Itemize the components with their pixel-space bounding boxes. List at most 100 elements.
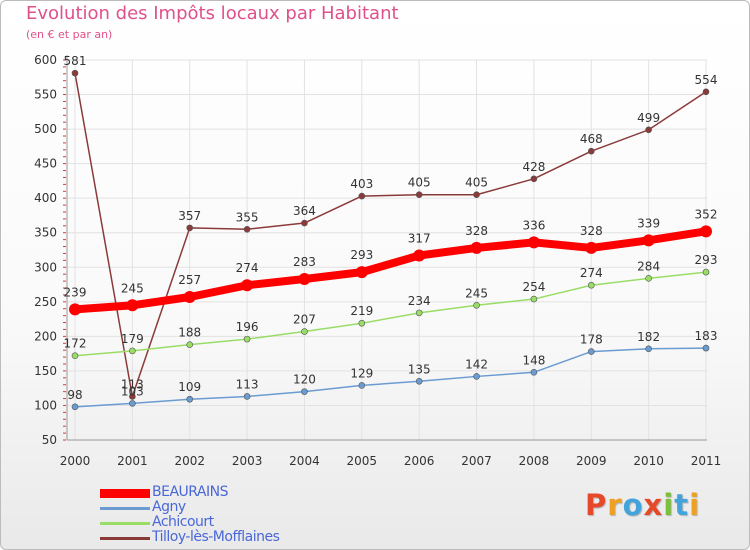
- y-tick-label: 150: [34, 364, 57, 378]
- data-point-achicourt: [71, 352, 79, 360]
- data-label-agny: 120: [293, 373, 316, 387]
- data-point-tilloy: [186, 224, 194, 232]
- series-line-beaurains: [71, 227, 710, 314]
- y-tick-label: 100: [34, 398, 57, 412]
- data-label-achicourt: 274: [580, 266, 603, 280]
- data-point-agny: [243, 393, 251, 400]
- data-label-achicourt: 179: [121, 332, 144, 346]
- y-tick-label: 300: [34, 260, 57, 274]
- data-label-agny: 135: [408, 362, 431, 376]
- y-tick-label: 400: [34, 191, 57, 205]
- data-point-agny: [186, 395, 194, 403]
- data-label-achicourt: 293: [695, 253, 718, 267]
- logo-letter: P: [585, 488, 608, 522]
- series-line-agny: [74, 347, 707, 408]
- data-point-agny: [358, 382, 366, 389]
- x-tick-label: 2009: [576, 454, 607, 468]
- logo-letter: x: [643, 488, 664, 522]
- data-label-agny: 182: [637, 330, 660, 344]
- data-label-agny: 109: [178, 380, 201, 394]
- logo-letter: o: [622, 488, 644, 522]
- data-point-achicourt: [243, 335, 251, 343]
- data-label-agny: 103: [121, 384, 144, 398]
- data-label-beaurains: 317: [408, 232, 431, 246]
- data-point-agny: [530, 368, 538, 376]
- legend-swatch-achicourt: [100, 522, 150, 525]
- data-point-beaurains: [69, 303, 81, 316]
- data-point-agny: [645, 345, 652, 353]
- legend-swatch-agny: [100, 507, 150, 510]
- series-line-achicourt: [74, 271, 707, 357]
- y-tick-label: 550: [34, 88, 57, 102]
- data-label-tilloy: 403: [350, 177, 373, 191]
- data-label-tilloy: 357: [178, 209, 201, 223]
- data-point-tilloy: [358, 192, 366, 200]
- y-tick-label: 500: [34, 122, 57, 136]
- data-label-achicourt: 245: [465, 286, 488, 300]
- data-label-achicourt: 172: [64, 337, 87, 351]
- data-label-achicourt: 196: [236, 320, 259, 334]
- data-label-tilloy: 581: [64, 54, 87, 68]
- data-label-agny: 98: [67, 388, 82, 402]
- logo-letter: t: [674, 488, 690, 522]
- series-line-tilloy: [74, 72, 707, 398]
- x-tick-label: 2005: [347, 454, 378, 468]
- data-label-tilloy: 364: [293, 204, 316, 218]
- chart-title: Evolution des Impôts locaux par Habitant: [26, 3, 399, 24]
- data-point-beaurains: [413, 249, 426, 262]
- x-tick-label: 2000: [60, 454, 91, 468]
- data-label-tilloy: 405: [465, 176, 488, 190]
- data-point-achicourt: [358, 319, 366, 327]
- x-tick-label: 2008: [519, 454, 550, 468]
- data-label-agny: 178: [580, 333, 603, 347]
- data-point-tilloy: [702, 88, 710, 96]
- data-point-achicourt: [702, 268, 710, 276]
- data-label-achicourt: 254: [522, 280, 545, 294]
- legend-label-achicourt: Achicourt: [152, 514, 214, 530]
- x-tick-label: 2006: [404, 454, 435, 468]
- data-label-beaurains: 257: [178, 273, 201, 287]
- data-label-agny: 183: [695, 329, 718, 343]
- data-label-beaurains: 245: [121, 281, 144, 295]
- data-point-tilloy: [530, 175, 538, 183]
- data-point-agny: [301, 388, 308, 395]
- data-point-tilloy: [645, 126, 652, 134]
- logo-letter: r: [607, 488, 623, 522]
- data-point-tilloy: [473, 191, 480, 199]
- data-label-agny: 148: [522, 353, 545, 367]
- x-tick-label: 2007: [461, 454, 492, 468]
- data-label-achicourt: 207: [293, 313, 316, 327]
- y-tick-label: 450: [34, 157, 57, 171]
- data-point-achicourt: [301, 328, 308, 335]
- data-label-agny: 129: [350, 366, 373, 380]
- data-label-tilloy: 113: [121, 377, 144, 391]
- data-label-tilloy: 554: [695, 73, 718, 87]
- x-tick-label: 2010: [633, 454, 664, 468]
- data-point-achicourt: [473, 301, 480, 309]
- y-tick-label: 250: [34, 295, 57, 309]
- data-label-tilloy: 499: [637, 111, 660, 125]
- data-point-tilloy: [71, 69, 79, 77]
- x-tick-label: 2001: [117, 454, 148, 468]
- data-label-beaurains: 239: [64, 285, 87, 299]
- data-point-achicourt: [415, 309, 423, 317]
- data-point-achicourt: [129, 347, 136, 355]
- proxiti-logo: Proxiti: [585, 488, 700, 522]
- data-point-achicourt: [645, 275, 652, 282]
- data-point-tilloy: [243, 225, 251, 233]
- data-point-beaurains: [298, 273, 311, 286]
- legend-swatch-beaurains: [100, 489, 150, 498]
- data-label-achicourt: 234: [408, 294, 431, 308]
- data-label-beaurains: 339: [637, 216, 660, 230]
- data-point-beaurains: [241, 279, 254, 292]
- data-point-beaurains: [700, 225, 712, 238]
- data-point-beaurains: [527, 236, 540, 249]
- data-point-achicourt: [587, 281, 595, 289]
- data-label-tilloy: 468: [580, 132, 603, 146]
- data-label-agny: 113: [236, 377, 259, 391]
- y-tick-label: 50: [42, 433, 57, 447]
- y-tick-label: 600: [34, 53, 57, 67]
- data-point-achicourt: [186, 341, 194, 348]
- y-tick-label: 350: [34, 226, 57, 240]
